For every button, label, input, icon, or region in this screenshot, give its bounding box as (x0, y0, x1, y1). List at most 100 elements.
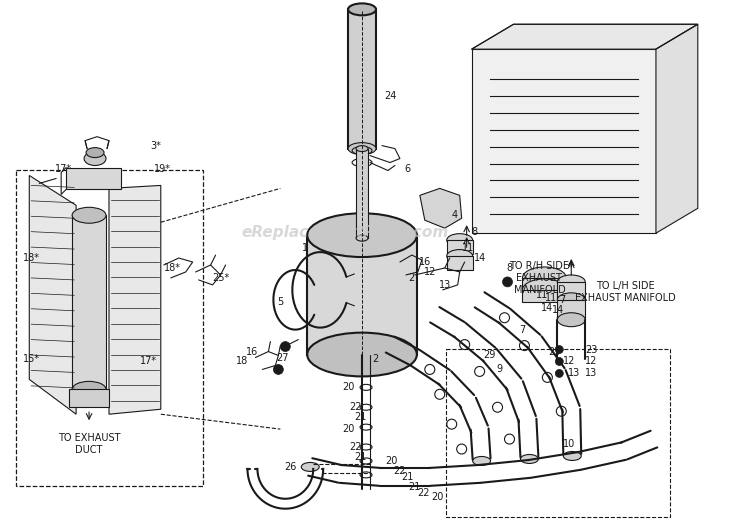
Text: 11: 11 (461, 243, 474, 253)
Ellipse shape (302, 462, 320, 471)
Text: 14: 14 (542, 303, 554, 313)
Bar (472, 49, 656, 233)
Ellipse shape (72, 207, 106, 223)
Text: 4: 4 (452, 210, 458, 220)
Text: 11: 11 (536, 290, 548, 300)
Ellipse shape (72, 381, 106, 397)
Text: 20: 20 (342, 382, 354, 393)
Bar (308, 235, 417, 354)
Bar (348, 10, 376, 149)
Text: 21: 21 (354, 452, 366, 462)
Text: 19*: 19* (154, 163, 171, 174)
Text: 22: 22 (349, 442, 361, 452)
Ellipse shape (557, 311, 585, 325)
Circle shape (555, 358, 563, 366)
Text: 22: 22 (394, 466, 406, 476)
Ellipse shape (308, 333, 417, 377)
Bar (69, 389, 109, 407)
Polygon shape (472, 24, 698, 49)
Text: 23: 23 (548, 346, 560, 357)
Text: 18*: 18* (22, 253, 40, 263)
Text: 22: 22 (418, 488, 430, 498)
Text: 14: 14 (552, 305, 565, 315)
Ellipse shape (86, 148, 104, 158)
Bar (447, 256, 472, 270)
Ellipse shape (348, 143, 376, 154)
Text: 18: 18 (236, 357, 248, 367)
Text: 8: 8 (472, 227, 478, 237)
Text: 26: 26 (284, 462, 296, 472)
Ellipse shape (356, 235, 368, 241)
Bar (72, 215, 106, 389)
Ellipse shape (523, 267, 566, 289)
Text: 17*: 17* (140, 357, 158, 367)
Ellipse shape (447, 250, 472, 262)
Text: 13: 13 (439, 280, 451, 290)
Circle shape (274, 364, 284, 375)
Circle shape (555, 345, 563, 353)
Text: 11: 11 (545, 293, 557, 303)
Text: 2: 2 (372, 354, 378, 364)
Text: 20: 20 (386, 456, 398, 466)
Text: 21: 21 (402, 472, 414, 482)
Text: 3*: 3* (151, 141, 161, 151)
Ellipse shape (557, 313, 585, 327)
Text: 16: 16 (419, 257, 431, 267)
Ellipse shape (356, 145, 368, 152)
Bar (523, 290, 566, 302)
Text: 12: 12 (585, 357, 598, 367)
Bar (523, 278, 566, 290)
Polygon shape (656, 24, 698, 233)
Ellipse shape (520, 454, 538, 463)
Ellipse shape (523, 279, 566, 301)
Polygon shape (29, 176, 76, 414)
Text: 6: 6 (405, 163, 411, 174)
Text: 21: 21 (354, 412, 366, 422)
Polygon shape (420, 188, 462, 228)
Ellipse shape (447, 234, 472, 247)
Text: 13: 13 (568, 368, 580, 378)
Circle shape (503, 277, 512, 287)
Text: TO EXHAUST
DUCT: TO EXHAUST DUCT (58, 433, 120, 455)
Text: 1: 1 (302, 243, 308, 253)
Text: 12: 12 (424, 267, 436, 277)
Ellipse shape (563, 452, 581, 460)
Text: 14: 14 (473, 253, 486, 263)
Text: 9: 9 (496, 364, 502, 375)
Ellipse shape (84, 152, 106, 166)
Text: 7: 7 (560, 295, 566, 305)
Text: TO R/H SIDE
EXHAUST
MANIFOLD: TO R/H SIDE EXHAUST MANIFOLD (509, 261, 569, 295)
Bar (356, 149, 368, 238)
Ellipse shape (557, 275, 585, 289)
Text: 13: 13 (585, 368, 597, 378)
Bar (447, 240, 472, 254)
Text: 20: 20 (342, 424, 354, 434)
Text: 15*: 15* (22, 354, 40, 364)
Bar (557, 282, 585, 300)
Text: 29: 29 (484, 350, 496, 360)
Text: 7: 7 (519, 325, 526, 335)
Text: eReplacementParts.com: eReplacementParts.com (242, 225, 448, 240)
Text: 10: 10 (563, 439, 575, 449)
Text: TO L/H SIDE
EXHAUST MANIFOLD: TO L/H SIDE EXHAUST MANIFOLD (574, 281, 676, 303)
Ellipse shape (557, 293, 585, 307)
Text: 24: 24 (384, 91, 396, 101)
Text: 23: 23 (585, 344, 598, 354)
Text: 21: 21 (409, 482, 421, 492)
Bar (557, 300, 585, 320)
Ellipse shape (472, 457, 490, 466)
Circle shape (280, 342, 290, 352)
Ellipse shape (348, 3, 376, 15)
Polygon shape (109, 186, 160, 414)
Bar (16, 170, 203, 486)
Text: 16: 16 (246, 346, 259, 357)
Bar (66, 168, 121, 189)
Text: 17*: 17* (55, 163, 72, 174)
Text: 8: 8 (506, 263, 512, 273)
Text: 18*: 18* (164, 263, 182, 273)
Text: 20: 20 (431, 492, 444, 502)
Text: 2: 2 (409, 273, 415, 283)
Text: 27: 27 (276, 352, 289, 362)
Circle shape (555, 369, 563, 377)
Text: 5: 5 (278, 297, 284, 307)
